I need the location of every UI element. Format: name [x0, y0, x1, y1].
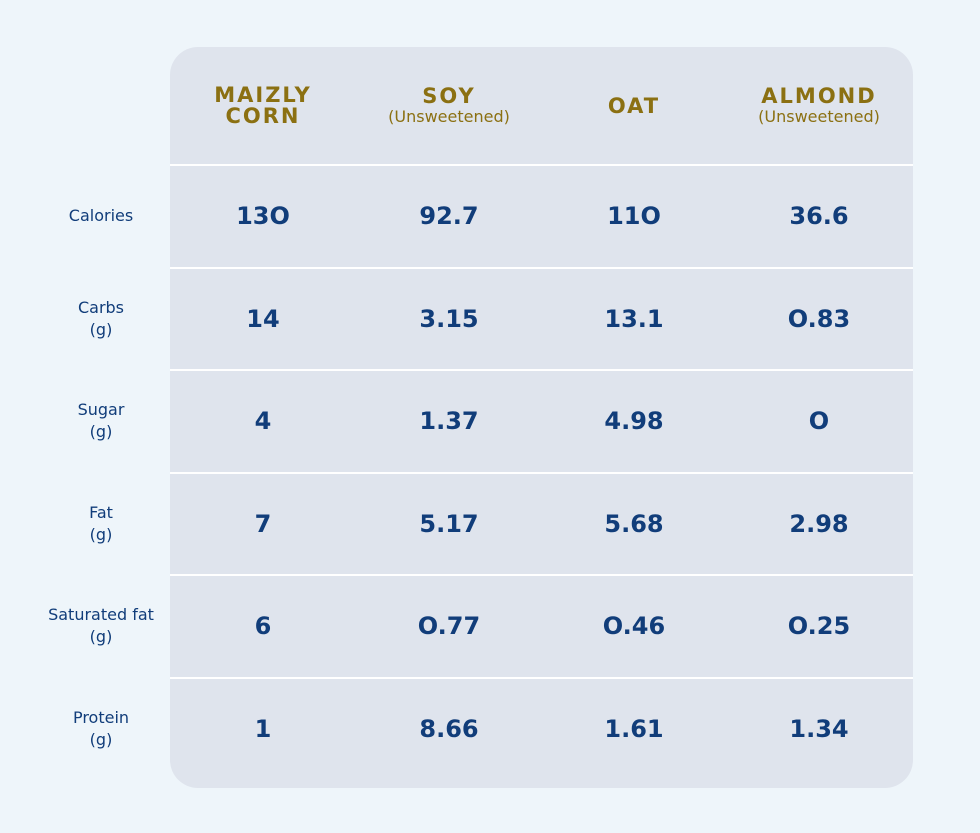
column-header: OAT: [544, 47, 724, 165]
table-cell: 1.37: [419, 407, 479, 436]
column-header-name: ALMOND: [761, 83, 877, 108]
column-header-name: OAT: [607, 93, 661, 118]
column-header: MAIZLY CORN: [173, 47, 353, 165]
column-header: SOY (Unsweetened): [359, 47, 539, 165]
table-cell: 8.66: [419, 714, 479, 743]
row-label: Sugar (g): [77, 400, 125, 442]
table-cell: 7: [254, 509, 272, 538]
row-label: Fat (g): [89, 502, 113, 544]
row-divider: [170, 266, 913, 269]
row-divider: [170, 164, 913, 166]
column-header-name: MAIZLY CORN: [214, 83, 312, 128]
table-cell: O: [808, 407, 830, 436]
table-cell: 4.98: [604, 407, 664, 436]
table-cell: 1: [254, 714, 272, 743]
table-cell: O.25: [787, 612, 851, 641]
table-cell: O.83: [787, 304, 851, 333]
row-label: Saturated fat (g): [48, 605, 154, 647]
table-cell: 92.7: [419, 202, 479, 231]
row-label: Calories: [68, 206, 134, 226]
table-cell: 11O: [607, 202, 661, 231]
table-cell: 1.61: [604, 714, 664, 743]
table-cell: O.77: [417, 612, 481, 641]
table-cell: 1.34: [789, 714, 849, 743]
table-cell: 36.6: [789, 202, 849, 231]
row-divider: [170, 471, 913, 474]
row-divider: [170, 574, 913, 576]
row-divider: [170, 369, 913, 371]
table-cell: 13O: [236, 202, 290, 231]
table-cell: O.46: [602, 612, 666, 641]
column-header-subtitle: (Unsweetened): [388, 106, 510, 126]
row-divider: [170, 676, 913, 679]
table-cell: 4: [254, 407, 272, 436]
table-cell: 3.15: [419, 304, 479, 333]
table-cell: 6: [254, 612, 272, 641]
table-cell: 5.17: [419, 509, 479, 538]
table-cell: 5.68: [604, 509, 664, 538]
table-cell: 13.1: [604, 304, 664, 333]
column-header-name: SOY: [422, 83, 476, 108]
column-header-subtitle: (Unsweetened): [758, 106, 880, 126]
row-label: Protein (g): [72, 707, 130, 749]
table-cell: 2.98: [789, 509, 849, 538]
table-panel: [170, 47, 913, 788]
table-cell: 14: [246, 304, 280, 333]
column-header: ALMOND (Unsweetened): [729, 47, 909, 165]
row-label: Carbs (g): [77, 297, 125, 339]
